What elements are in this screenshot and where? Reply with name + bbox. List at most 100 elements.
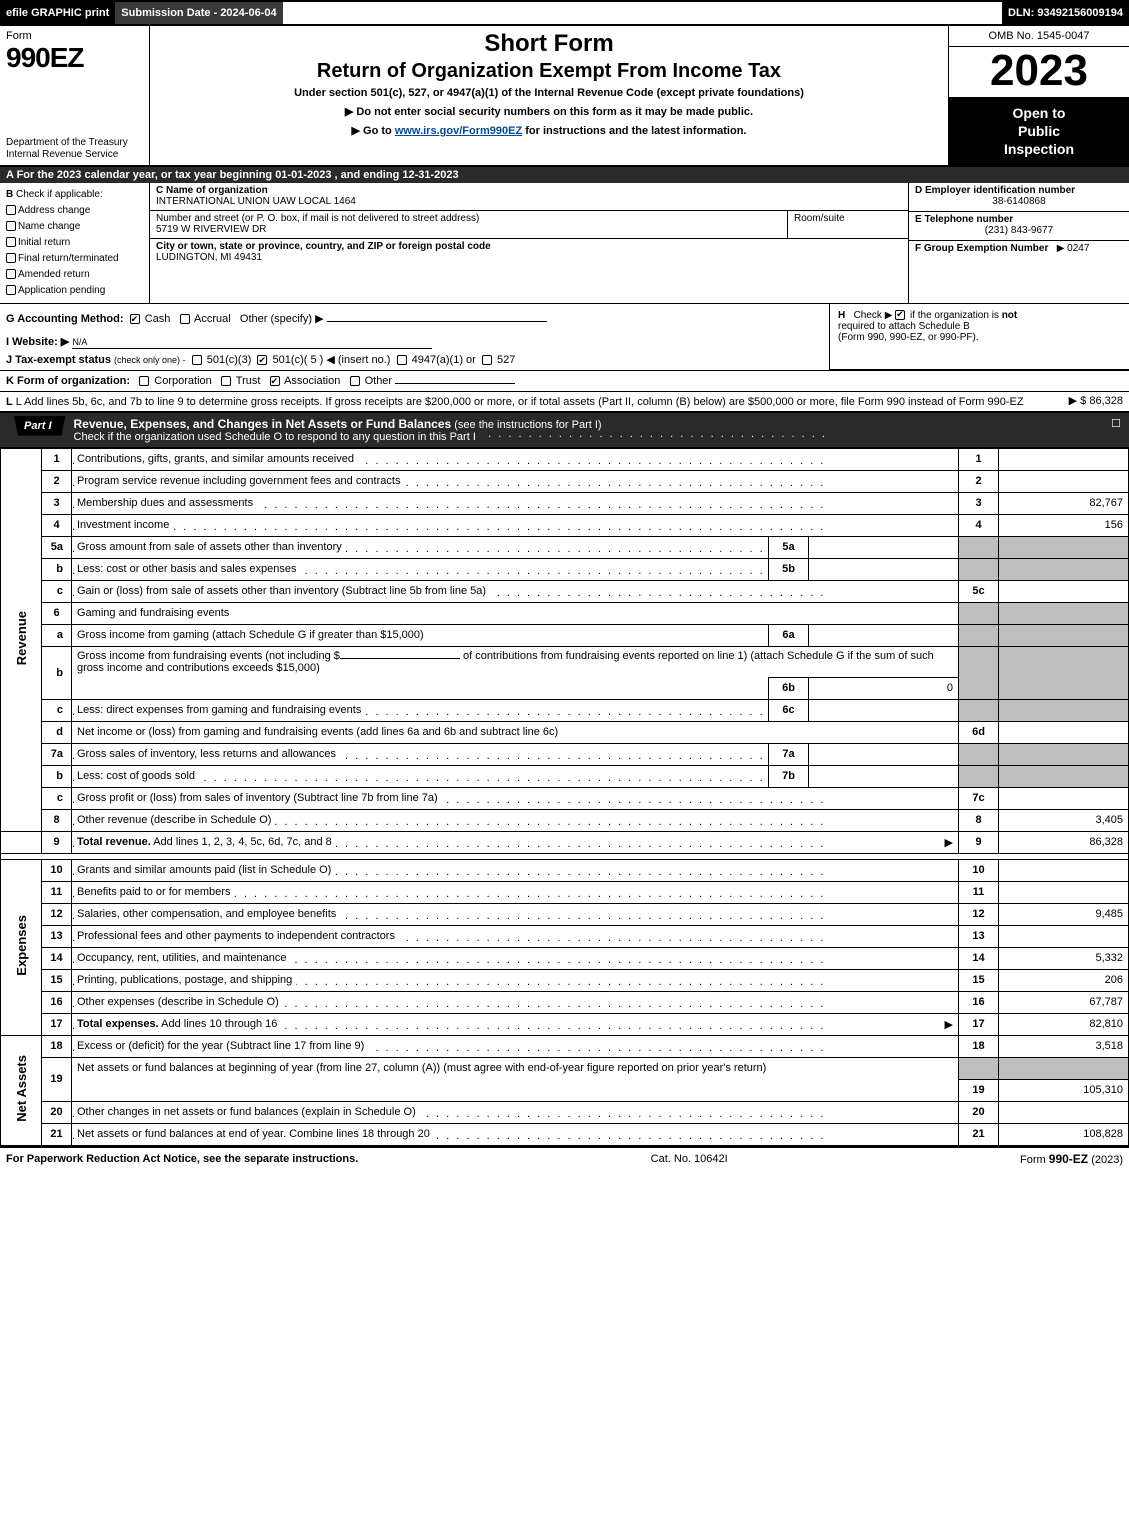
line-5a-desc: Gross amount from sale of assets other t… — [72, 536, 769, 558]
line-12-val: 9,485 — [999, 903, 1129, 925]
c-city-row: City or town, state or province, country… — [150, 239, 908, 266]
part1-checkbox[interactable]: ☐ — [1103, 413, 1129, 434]
line-12-desc: Salaries, other compensation, and employ… — [72, 903, 959, 925]
line-5b-desc: Less: cost or other basis and sales expe… — [72, 558, 769, 580]
g-other-blank[interactable] — [327, 321, 547, 322]
title-long: Return of Organization Exempt From Incom… — [317, 60, 781, 83]
block-bcd: B Check if applicable: Address change Na… — [0, 183, 1129, 304]
cb-corp[interactable] — [139, 376, 149, 386]
cb-initial-return[interactable]: Initial return — [6, 235, 143, 251]
title-short: Short Form — [484, 30, 613, 58]
line-6a-desc: Gross income from gaming (attach Schedul… — [72, 624, 769, 646]
line-9-desc: Total revenue. Add lines 1, 2, 3, 4, 5c,… — [72, 831, 959, 853]
expenses-vert: Expenses — [1, 859, 42, 1035]
line-16-val: 67,787 — [999, 991, 1129, 1013]
page-footer: For Paperwork Reduction Act Notice, see … — [0, 1146, 1129, 1170]
omb-number: OMB No. 1545-0047 — [949, 26, 1129, 47]
line-13-desc: Professional fees and other payments to … — [72, 925, 959, 947]
header-left: Form 990EZ Department of the Treasury In… — [0, 26, 150, 165]
line-6b-val: 0 — [809, 677, 959, 699]
col-c: C Name of organization INTERNATIONAL UNI… — [150, 183, 909, 303]
cb-name-change[interactable]: Name change — [6, 219, 143, 235]
col-def: D Employer identification number 38-6140… — [909, 183, 1129, 303]
d-val: 38-6140868 — [915, 196, 1123, 207]
cb-cash[interactable] — [130, 314, 140, 324]
line-1-desc: Contributions, gifts, grants, and simila… — [72, 448, 959, 470]
revenue-vert: Revenue — [1, 448, 42, 831]
k-other-blank[interactable] — [395, 383, 515, 384]
j-row: J Tax-exempt status (check only one) - 5… — [6, 353, 823, 366]
c-street-row: Number and street (or P. O. box, if mail… — [150, 211, 908, 239]
line-6c-desc: Less: direct expenses from gaming and fu… — [72, 699, 769, 721]
form-number: 990EZ — [6, 42, 143, 74]
cb-application-pending[interactable]: Application pending — [6, 283, 143, 299]
line-7c-desc: Gross profit or (loss) from sales of inv… — [72, 787, 959, 809]
c-city-val: LUDINGTON, MI 49431 — [156, 252, 902, 263]
cb-address-change[interactable]: Address change — [6, 203, 143, 219]
line-19-desc: Net assets or fund balances at beginning… — [72, 1057, 959, 1079]
b-label: Check if applicable: — [16, 189, 103, 200]
cb-schedule-b[interactable] — [895, 310, 905, 320]
line-8-val: 3,405 — [999, 809, 1129, 831]
line-7b-desc: Less: cost of goods sold — [72, 765, 769, 787]
cb-trust[interactable] — [221, 376, 231, 386]
cb-amended-return[interactable]: Amended return — [6, 267, 143, 283]
e-hdr: E Telephone number — [915, 214, 1123, 225]
line-18-desc: Excess or (deficit) for the year (Subtra… — [72, 1035, 959, 1057]
j-note: (check only one) - — [114, 355, 186, 365]
l-row: L L Add lines 5b, 6c, and 7b to line 9 t… — [0, 391, 1129, 411]
part1-header: Part I Revenue, Expenses, and Changes in… — [0, 412, 1129, 448]
line-6-desc: Gaming and fundraising events — [72, 602, 959, 624]
block-gk: G Accounting Method: Cash Accrual Other … — [0, 304, 1129, 412]
f-val: ▶ 0247 — [1057, 243, 1090, 254]
line-3-val: 82,767 — [999, 492, 1129, 514]
instruction-2: ▶ Go to www.irs.gov/Form990EZ for instru… — [352, 124, 747, 137]
submission-date: Submission Date - 2024-06-04 — [115, 2, 282, 24]
line-16-desc: Other expenses (describe in Schedule O) — [72, 991, 959, 1013]
footer-right: Form 990-EZ (2023) — [1020, 1152, 1123, 1166]
line-20-desc: Other changes in net assets or fund bala… — [72, 1101, 959, 1123]
j-label: J Tax-exempt status — [6, 354, 111, 366]
section-a-strip: A For the 2023 calendar year, or tax yea… — [0, 167, 1129, 183]
cb-accrual[interactable] — [180, 314, 190, 324]
cb-assoc[interactable] — [270, 376, 280, 386]
line-11-desc: Benefits paid to or for members — [72, 881, 959, 903]
cb-527[interactable] — [482, 355, 492, 365]
line-4-desc: Investment income — [72, 514, 959, 536]
department-label: Department of the Treasury Internal Reve… — [6, 137, 143, 161]
line-18-val: 3,518 — [999, 1035, 1129, 1057]
i-row: I Website: ▶ N/A — [6, 335, 823, 349]
gk-left: G Accounting Method: Cash Accrual Other … — [0, 304, 829, 370]
line-2-desc: Program service revenue including govern… — [72, 470, 959, 492]
line-14-desc: Occupancy, rent, utilities, and maintena… — [72, 947, 959, 969]
open-public-badge: Open to Public Inspection — [949, 98, 1129, 165]
b-letter: B — [6, 189, 13, 200]
c-name-row: C Name of organization INTERNATIONAL UNI… — [150, 183, 908, 211]
e-row: E Telephone number (231) 843-9677 — [909, 212, 1129, 241]
k-label: K Form of organization: — [6, 375, 130, 387]
footer-mid: Cat. No. 10642I — [651, 1153, 728, 1165]
tax-year: 2023 — [949, 47, 1129, 98]
d-hdr: D Employer identification number — [915, 185, 1123, 196]
c-street-val: 5719 W RIVERVIEW DR — [156, 224, 781, 235]
line-14-val: 5,332 — [999, 947, 1129, 969]
i-label: I Website: ▶ — [6, 336, 69, 348]
c-street-hdr: Number and street (or P. O. box, if mail… — [156, 213, 781, 224]
cb-other-org[interactable] — [350, 376, 360, 386]
h-box: H Check ▶ if the organization is not req… — [829, 304, 1129, 370]
f-row: F Group Exemption Number ▶ 0247 — [909, 241, 1129, 258]
cb-501c[interactable] — [257, 355, 267, 365]
line-8-desc: Other revenue (describe in Schedule O) — [72, 809, 959, 831]
g-label: G Accounting Method: — [6, 313, 124, 325]
cb-final-return[interactable]: Final return/terminated — [6, 251, 143, 267]
line-4-val: 156 — [999, 514, 1129, 536]
irs-link[interactable]: www.irs.gov/Form990EZ — [395, 125, 522, 137]
cb-501c3[interactable] — [192, 355, 202, 365]
col-b: B Check if applicable: Address change Na… — [0, 183, 150, 303]
header-right: OMB No. 1545-0047 2023 Open to Public In… — [949, 26, 1129, 165]
form-word: Form — [6, 30, 143, 42]
netassets-vert: Net Assets — [1, 1035, 42, 1145]
part1-tab: Part I — [14, 416, 66, 436]
cb-4947[interactable] — [397, 355, 407, 365]
c-name-hdr: C Name of organization — [156, 185, 902, 196]
